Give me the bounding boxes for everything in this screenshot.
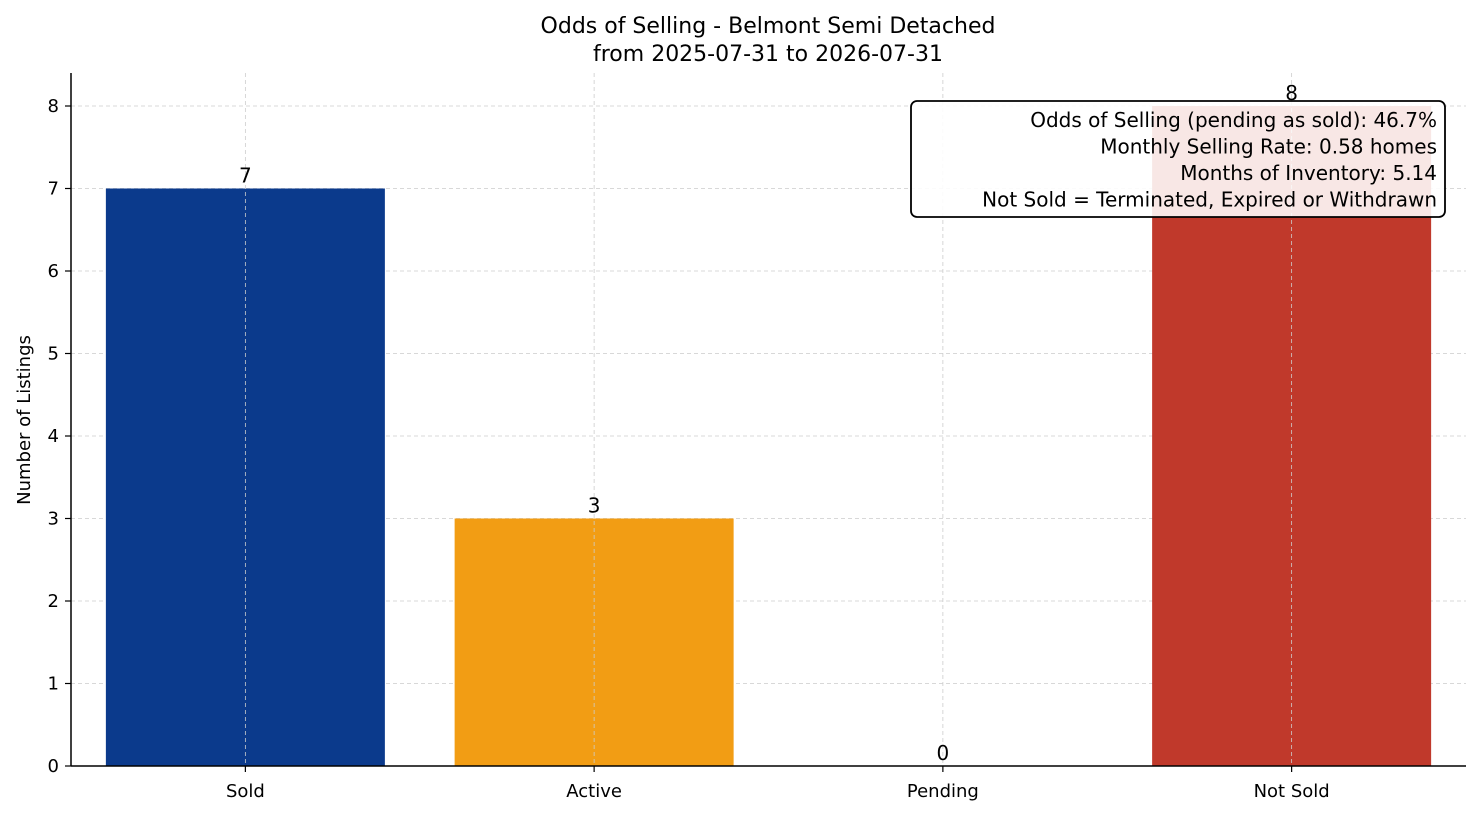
- y-tick-label: 8: [48, 96, 59, 117]
- x-tick-label: Pending: [907, 781, 979, 802]
- chart-title: Odds of Selling - Belmont Semi Detached: [541, 14, 996, 39]
- y-tick-label: 4: [48, 426, 59, 447]
- annotation-box: Odds of Selling (pending as sold): 46.7%…: [910, 100, 1446, 218]
- y-axis-label: Number of Listings: [14, 335, 35, 505]
- axes: 0 1 2 3 4 5 6 7 8 Sold Active Pending Not Sold: [48, 73, 1466, 802]
- data-label: 8: [1285, 81, 1298, 105]
- y-tick-label: 6: [48, 261, 59, 282]
- annotation-line: Odds of Selling (pending as sold): 46.7%: [1030, 108, 1437, 132]
- y-tick-label: 7: [48, 179, 59, 200]
- annotation-frame: [910, 100, 1446, 218]
- x-tick-label: Not Sold: [1254, 781, 1330, 802]
- bar-sold: [105, 188, 385, 766]
- y-tick-label: 5: [48, 344, 59, 365]
- y-tick-label: 0: [48, 756, 59, 777]
- x-tick-label: Sold: [226, 781, 265, 802]
- data-label: 3: [588, 494, 601, 518]
- y-tick-label: 1: [48, 674, 59, 695]
- x-tick-label: Active: [566, 781, 622, 802]
- y-tick-label: 3: [48, 509, 59, 530]
- annotation-line: Monthly Selling Rate: 0.58 homes: [1100, 135, 1437, 159]
- annotation-line: Not Sold = Terminated, Expired or Withdr…: [982, 188, 1437, 212]
- data-label: 0: [937, 741, 950, 765]
- chart-subtitle: from 2025-07-31 to 2026-07-31: [593, 42, 943, 67]
- data-label: 7: [239, 164, 252, 188]
- annotation-line: Months of Inventory: 5.14: [1180, 161, 1437, 185]
- y-tick-label: 2: [48, 591, 59, 612]
